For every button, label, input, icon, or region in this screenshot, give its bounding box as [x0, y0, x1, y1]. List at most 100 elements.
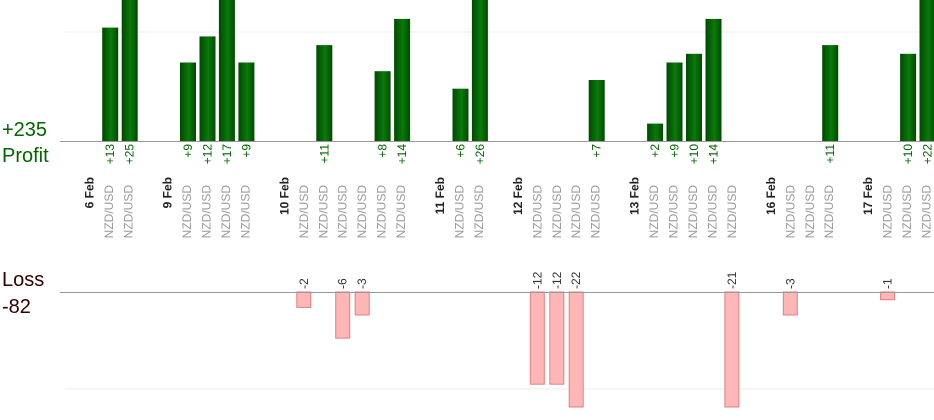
pair-label: NZD/USD: [122, 185, 136, 239]
profit-value-label: +10: [901, 144, 915, 165]
pair-label: NZD/USD: [336, 185, 350, 239]
pair-label: NZD/USD: [316, 185, 330, 239]
date-label: 17 Feb: [861, 177, 875, 215]
pair-label: NZD/USD: [200, 185, 214, 239]
loss-value-label: -3: [783, 278, 797, 289]
profit-bar: [705, 18, 722, 141]
loss-total: -82: [2, 296, 31, 318]
profit-value-label: +9: [181, 144, 195, 158]
pair-label: NZD/USD: [725, 185, 739, 239]
profit-value-label: +7: [590, 144, 604, 158]
profit-bar: [218, 0, 235, 141]
profit-bar: [919, 0, 934, 141]
loss-bar: [335, 291, 351, 339]
profit-value-label: +26: [473, 144, 487, 165]
pair-label: NZD/USD: [453, 185, 467, 239]
pair-label: NZD/USD: [783, 185, 797, 239]
loss-value-label: -3: [355, 278, 369, 289]
loss-value-label: -1: [881, 278, 895, 289]
profit-label: Profit: [2, 145, 49, 167]
loss-value-label: -6: [336, 278, 350, 289]
pair-label: NZD/USD: [686, 185, 700, 239]
pair-label: NZD/USD: [900, 185, 914, 239]
pair-label: NZD/USD: [375, 185, 389, 239]
profit-value-label: +14: [707, 144, 721, 165]
pair-label: NZD/USD: [180, 185, 194, 239]
profit-value-label: +8: [376, 144, 390, 158]
loss-bar: [724, 291, 740, 408]
loss-bar: [354, 291, 370, 316]
profit-value-label: +12: [201, 144, 215, 165]
profit-value-label: +11: [823, 144, 837, 164]
pair-label: NZD/USD: [530, 185, 544, 239]
pair-label: NZD/USD: [102, 185, 116, 239]
bar-labels: +13 +25 +9 +12 +17 +9 -2 +11 -6 -3 +8 +14 +6 +26 -12 -1…: [103, 144, 934, 289]
date-label: 6 Feb: [83, 177, 97, 208]
pair-label: NZD/USD: [569, 185, 583, 239]
profit-bar: [452, 88, 469, 141]
pair-label: NZD/USD: [706, 185, 720, 239]
profit-bar: [180, 62, 196, 141]
profit-value-label: +11: [317, 144, 331, 164]
profit-bar: [238, 62, 255, 141]
pair-label: NZD/USD: [667, 185, 681, 239]
profit-value-label: +17: [220, 144, 234, 165]
pair-label: NZD/USD: [881, 185, 895, 239]
profit-bar: [394, 18, 411, 141]
loss-value-label: -2: [297, 278, 311, 289]
profit-total: +235: [2, 119, 48, 141]
profit-bar: [822, 45, 839, 141]
pair-label: NZD/USD: [550, 185, 564, 239]
date-label: 12 Feb: [511, 177, 525, 215]
loss-value-label: -22: [569, 271, 583, 289]
profit-bar: [666, 62, 683, 141]
profit-bar: [199, 36, 216, 141]
pair-label: NZD/USD: [589, 185, 603, 239]
profit-bar: [900, 53, 917, 141]
date-label: 11 Feb: [433, 177, 447, 214]
axes: [60, 141, 934, 293]
profit-value-label: +25: [123, 144, 137, 165]
profit-bar: [374, 71, 391, 141]
profit-value-label: +13: [103, 144, 117, 165]
date-label: 9 Feb: [161, 177, 175, 208]
pair-label: NZD/USD: [803, 185, 817, 239]
pair-label: NZD/USD: [297, 185, 311, 239]
pair-label: NZD/USD: [219, 185, 233, 239]
x-axis-labels: 6 Feb NZD/USD NZD/USD 9 Feb NZD/USD NZD/USD NZ…: [83, 177, 934, 238]
date-label: 10 Feb: [277, 177, 291, 215]
profit-value-label: +14: [395, 144, 409, 165]
profit-bar: [316, 45, 333, 141]
loss-bar: [549, 291, 565, 385]
profit-value-label: +6: [454, 144, 468, 158]
profit-value-label: +9: [239, 144, 253, 158]
loss-value-label: -12: [550, 271, 564, 289]
pair-label: NZD/USD: [355, 185, 369, 239]
date-label: 16 Feb: [764, 177, 778, 215]
loss-bars: [296, 291, 896, 408]
pair-label: NZD/USD: [920, 185, 934, 239]
profit-bar: [102, 27, 119, 142]
pair-label: NZD/USD: [647, 185, 661, 239]
profit-value-label: +2: [648, 144, 662, 158]
loss-bar: [880, 291, 896, 301]
pair-label: NZD/USD: [472, 185, 486, 239]
profit-bar: [588, 80, 605, 141]
loss-bar: [782, 291, 798, 316]
pair-label: NZD/USD: [822, 185, 836, 239]
pair-label: NZD/USD: [394, 185, 408, 239]
loss-value-label: -21: [725, 271, 739, 289]
profit-bars: [102, 0, 934, 142]
profit-bar: [471, 0, 488, 141]
loss-bar: [529, 291, 545, 385]
profit-bar: [647, 123, 664, 141]
loss-bar: [568, 291, 584, 408]
profit-value-label: +10: [687, 144, 701, 165]
pair-label: NZD/USD: [238, 185, 252, 239]
profit-bar: [686, 53, 702, 141]
profit-value-label: +9: [668, 144, 682, 158]
loss-value-label: -12: [530, 271, 544, 289]
profit-bar: [121, 0, 138, 141]
loss-bar: [296, 291, 312, 308]
